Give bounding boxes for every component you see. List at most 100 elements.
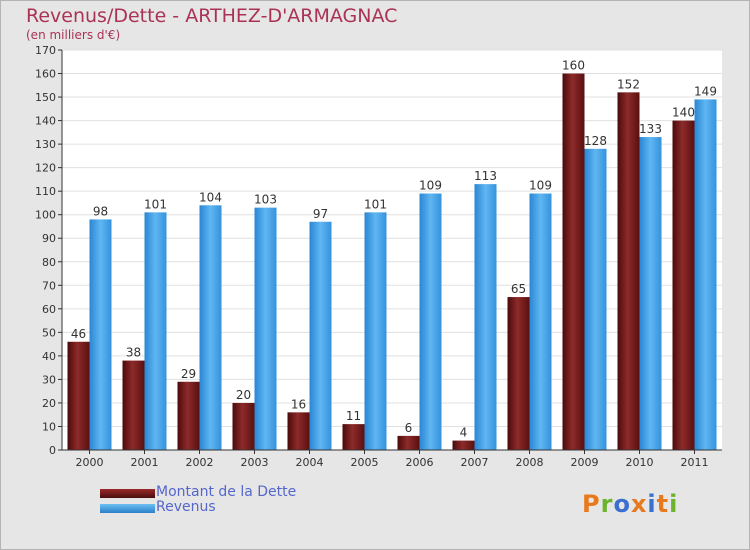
bar-revenus [694, 99, 717, 450]
value-label-revenus: 101 [144, 197, 167, 211]
value-label-dette: 4 [460, 426, 468, 440]
bar-revenus [309, 221, 332, 450]
axes: 0 10 20 30 40 50 60 70 80 90 100 110 120 130 140 150 160… [35, 44, 722, 469]
value-label-dette: 140 [672, 106, 695, 120]
value-labels: 46 98 38 101 29 104 20 103 16 97 11 101 6 109 4 113 65 10… [71, 59, 717, 440]
bars [67, 73, 717, 451]
bar-chart: 0 10 20 30 40 50 60 70 80 90 100 110 120 130 140 150 160… [35, 44, 722, 469]
value-label-revenus: 149 [694, 84, 717, 98]
value-label-dette: 20 [236, 388, 251, 402]
bar-dette [452, 440, 475, 450]
x-tick-label: 2008 [516, 456, 544, 469]
bar-revenus [584, 148, 607, 450]
value-label-revenus: 109 [529, 179, 552, 193]
value-label-revenus: 128 [584, 134, 607, 148]
bar-dette [672, 120, 695, 451]
y-tick-label: 100 [35, 209, 56, 222]
value-label-dette: 152 [617, 77, 640, 91]
y-tick-label: 90 [42, 232, 56, 245]
value-label-dette: 65 [511, 282, 526, 296]
y-tick-label: 50 [42, 326, 56, 339]
bar-dette [67, 341, 90, 450]
bar-revenus [89, 219, 112, 450]
bar-dette [342, 424, 365, 450]
bar-revenus [639, 137, 662, 450]
bar-dette [617, 92, 640, 451]
legend-item-revenus: Revenus [100, 499, 300, 523]
value-label-revenus: 97 [313, 207, 328, 221]
bar-revenus [144, 212, 167, 450]
x-tick-label: 2005 [351, 456, 379, 469]
chart-title: Revenus/Dette - ARTHEZ-D'ARMAGNAC [26, 5, 398, 27]
legend-swatch-dette [100, 489, 155, 498]
x-tick-label: 2011 [681, 456, 709, 469]
y-tick-label: 140 [35, 115, 56, 128]
bar-revenus [419, 193, 442, 450]
legend-label-revenus: Revenus [156, 499, 216, 515]
bar-dette [507, 297, 530, 450]
value-label-revenus: 113 [474, 169, 497, 183]
bar-dette [177, 381, 200, 450]
y-tick-label: 110 [35, 185, 56, 198]
y-tick-label: 150 [35, 91, 56, 104]
value-label-dette: 38 [126, 346, 141, 360]
y-tick-label: 120 [35, 162, 56, 175]
value-label-dette: 6 [405, 421, 413, 435]
y-tick-label: 10 [42, 420, 56, 433]
value-label-revenus: 101 [364, 197, 387, 211]
value-label-revenus: 98 [93, 204, 108, 218]
plot-area [62, 50, 722, 450]
x-tick-label: 2004 [296, 456, 324, 469]
y-tick-label: 80 [42, 256, 56, 269]
bar-dette [287, 412, 310, 450]
chart-subtitle: (en milliers d'€) [26, 28, 121, 42]
y-tick-label: 0 [49, 444, 56, 457]
legend-swatch-revenus [100, 504, 155, 513]
y-tick-label: 170 [35, 44, 56, 57]
bar-dette [397, 435, 420, 450]
bar-revenus [199, 205, 222, 450]
y-tick-label: 20 [42, 397, 56, 410]
bar-revenus [474, 184, 497, 450]
x-tick-label: 2001 [131, 456, 159, 469]
value-label-revenus: 104 [199, 190, 222, 204]
logo-letter: i [669, 490, 679, 518]
grid-lines [62, 49, 722, 451]
legend-label-dette: Montant de la Dette [156, 484, 297, 500]
y-tick-label: 30 [42, 373, 56, 386]
value-label-revenus: 133 [639, 122, 662, 136]
value-label-dette: 46 [71, 327, 86, 341]
y-tick-label: 60 [42, 303, 56, 316]
logo-letter: x [630, 490, 648, 518]
logo-letter: o [613, 490, 631, 518]
x-tick-label: 2000 [76, 456, 104, 469]
value-label-dette: 16 [291, 397, 306, 411]
y-tick-label: 130 [35, 138, 56, 151]
logo-letter: P [582, 490, 601, 518]
value-label-dette: 160 [562, 59, 585, 73]
x-tick-label: 2007 [461, 456, 489, 469]
x-tick-label: 2006 [406, 456, 434, 469]
value-label-revenus: 109 [419, 179, 442, 193]
bar-revenus [529, 193, 552, 450]
value-label-revenus: 103 [254, 193, 277, 207]
value-label-dette: 29 [181, 367, 196, 381]
x-tick-label: 2009 [571, 456, 599, 469]
bar-revenus [364, 212, 387, 450]
y-tick-label: 40 [42, 350, 56, 363]
x-tick-label: 2010 [626, 456, 654, 469]
bar-dette [232, 402, 255, 450]
logo-letter: t [656, 490, 670, 518]
proxiti-logo: Proxiti [582, 490, 678, 518]
y-tick-label: 160 [35, 68, 56, 81]
y-tick-label: 70 [42, 279, 56, 292]
x-tick-label: 2002 [186, 456, 214, 469]
value-label-dette: 11 [346, 409, 361, 423]
logo-letter: i [647, 490, 657, 518]
bar-revenus [254, 207, 277, 450]
x-tick-label: 2003 [241, 456, 269, 469]
bar-dette [122, 360, 145, 450]
bar-dette [562, 73, 585, 450]
legend-item-dette: Montant de la Dette [100, 484, 300, 508]
logo-letter: r [600, 490, 614, 518]
